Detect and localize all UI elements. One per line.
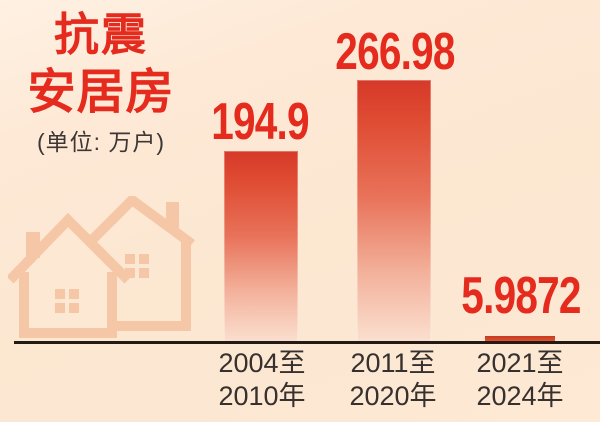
- category-label-2004-2010: 2004至 2010年: [182, 347, 342, 413]
- x-axis-line: [14, 341, 600, 344]
- category-line: 2020年: [349, 381, 437, 411]
- bar-2021-2024: [485, 336, 555, 342]
- bar-2011-2020: [357, 80, 431, 342]
- category-line: 2010年: [218, 381, 306, 411]
- bar-2004-2010: [224, 151, 298, 342]
- value-label-2021-2024: 5.9872: [461, 267, 581, 325]
- value-label-2011-2020: 266.98: [335, 23, 455, 81]
- chart-title-line1: 抗震: [53, 9, 148, 60]
- category-line: 2021至: [476, 348, 564, 378]
- unit-label: (单位: 万户): [36, 129, 166, 155]
- house-watermark-icon: [8, 196, 195, 338]
- category-line: 2004至: [218, 348, 306, 378]
- chart-title-line2: 安居房: [27, 66, 175, 119]
- value-label-2004-2010: 194.9: [211, 93, 309, 151]
- title-block: 抗震 安居房 (单位: 万户): [0, 0, 202, 159]
- category-line: 2024年: [476, 381, 564, 411]
- category-label-2021-2024: 2021至 2024年: [440, 347, 600, 413]
- category-label-2011-2020: 2011至 2020年: [313, 347, 473, 413]
- category-line: 2011至: [350, 348, 436, 378]
